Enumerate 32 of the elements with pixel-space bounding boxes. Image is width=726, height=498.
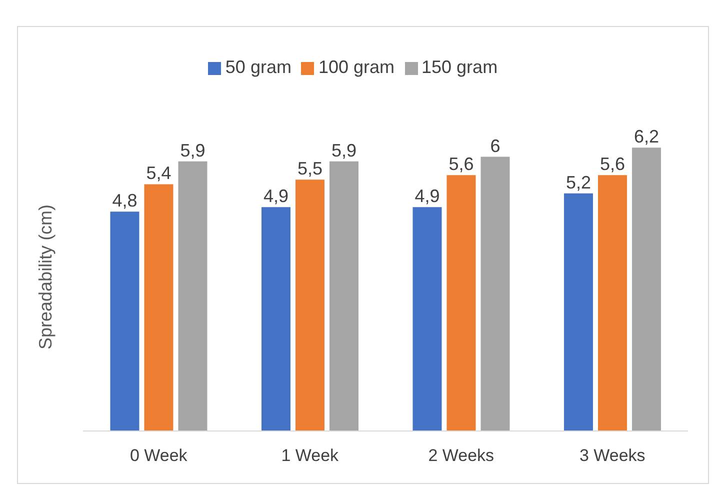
- bar: [144, 184, 174, 431]
- legend-label: 150 gram: [422, 57, 498, 77]
- legend-label: 100 gram: [318, 57, 395, 77]
- data-label: 5,5: [297, 158, 322, 179]
- data-label: 5,9: [331, 140, 356, 160]
- bar: [295, 180, 324, 431]
- bar: [480, 156, 510, 431]
- data-label: 5,4: [146, 163, 172, 184]
- bar: [446, 175, 476, 431]
- x-tick-label: 0 Week: [130, 446, 188, 466]
- bar: [329, 161, 358, 431]
- data-label: 6,2: [634, 126, 659, 147]
- x-tick-label: 1 Week: [281, 446, 340, 466]
- legend-label: 50 gram: [225, 57, 292, 77]
- y-axis-title: Spreadability (cm): [35, 204, 56, 350]
- data-label: 4,9: [414, 186, 440, 206]
- bar: [178, 161, 208, 431]
- data-label: 5,2: [566, 172, 591, 192]
- bar: [261, 207, 290, 431]
- bar: [598, 175, 627, 431]
- bar: [110, 212, 140, 431]
- x-tick-label: 2 Weeks: [428, 446, 494, 466]
- x-tick-label: 3 Weeks: [579, 446, 646, 466]
- data-label: 5,9: [180, 140, 206, 160]
- bar: [632, 148, 661, 431]
- data-label: 4,8: [112, 190, 138, 211]
- bar: [412, 207, 442, 431]
- bar: [564, 193, 593, 431]
- data-label: 4,9: [263, 186, 288, 206]
- data-label: 5,6: [448, 154, 474, 174]
- data-label: 6: [490, 136, 500, 156]
- data-label: 5,6: [600, 154, 625, 174]
